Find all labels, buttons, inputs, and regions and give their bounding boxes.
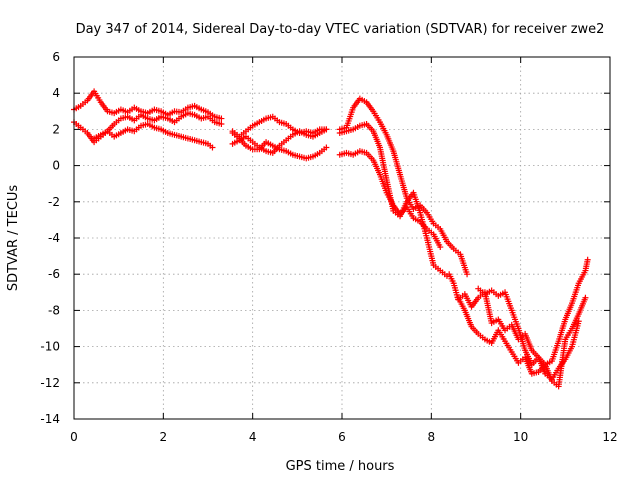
series-track-9: [336, 148, 444, 251]
x-tick-label: 0: [70, 430, 78, 444]
x-tick-label: 6: [338, 430, 346, 444]
x-tick-label: 12: [602, 430, 617, 444]
y-tick-label: 6: [52, 50, 60, 64]
y-tick-label: -8: [48, 303, 60, 317]
x-tick-label: 2: [160, 430, 168, 444]
axis-ticks: [73, 56, 611, 420]
series-track-3: [91, 120, 216, 151]
series-track-10: [446, 256, 591, 368]
y-tick-label: -2: [48, 195, 60, 209]
y-tick-label: -14: [40, 412, 60, 426]
data-marks: [71, 88, 591, 390]
data-point: [323, 144, 330, 151]
x-tick-label: 10: [513, 430, 528, 444]
y-tick-label: -12: [40, 376, 60, 390]
tick-labels: 0 2 4 6 8 10 12 6 4 2 0 -2 -4 -6 -8 -10 -12 -14: [40, 50, 617, 444]
data-point: [582, 294, 589, 301]
y-tick-label: 2: [52, 122, 60, 136]
y-axis-title: SDTVAR / TECUs: [6, 185, 21, 292]
x-tick-label: 8: [428, 430, 436, 444]
y-tick-label: -4: [48, 231, 60, 245]
data-point: [464, 271, 471, 278]
y-tick-label: 4: [52, 86, 60, 100]
data-point: [218, 115, 225, 122]
y-tick-label: 0: [52, 159, 60, 173]
x-tick-label: 4: [249, 430, 257, 444]
series-track-6: [229, 130, 330, 162]
y-tick-label: -10: [40, 340, 60, 354]
data-point: [437, 244, 444, 251]
series-track-12: [475, 285, 582, 383]
data-point: [584, 256, 591, 263]
series-track-1: [71, 88, 225, 122]
x-axis-title: GPS time / hours: [286, 459, 395, 474]
series-track-7: [336, 95, 471, 278]
grid-lines: [74, 57, 610, 419]
chart-title: Day 347 of 2014, Sidereal Day-to-day VTE…: [76, 22, 605, 37]
data-point: [209, 144, 216, 151]
y-tick-label: -6: [48, 267, 60, 281]
data-point: [218, 120, 225, 127]
data-point: [323, 126, 330, 133]
data-point: [575, 318, 582, 325]
